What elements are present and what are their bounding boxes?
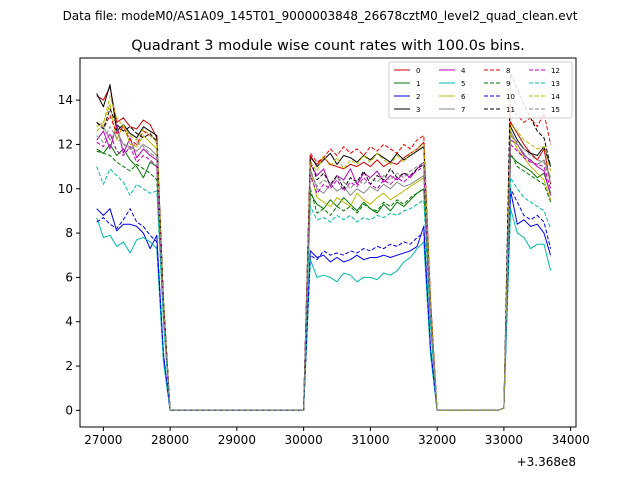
y-tick-label: 0: [65, 403, 73, 417]
series-line-5: [96, 208, 552, 411]
legend-label-11: 11: [506, 106, 515, 114]
legend-label-12: 12: [551, 67, 560, 75]
legend-label-5: 5: [461, 80, 465, 88]
x-tick-label: 28000: [151, 433, 189, 447]
y-axis: 0 2 4 6 8 10 12 14: [58, 93, 80, 417]
x-tick-label: 33000: [485, 433, 523, 447]
x-tick-label: 29000: [218, 433, 256, 447]
x-offset-label: +3.368e8: [517, 455, 576, 469]
x-axis: 27000 28000 29000 30000 31000 32000 33000 34000: [84, 427, 590, 447]
y-tick-label: 10: [58, 182, 73, 196]
plot-frame: [79, 57, 577, 428]
x-tick-label: 31000: [351, 433, 389, 447]
legend-label-9: 9: [506, 80, 510, 88]
legend-label-3: 3: [416, 106, 420, 114]
legend-label-2: 2: [416, 93, 420, 101]
y-tick-label: 14: [58, 93, 73, 107]
series-line-13: [96, 166, 552, 411]
legend-label-15: 15: [551, 106, 560, 114]
legend-label-10: 10: [506, 93, 515, 101]
legend-label-14: 14: [551, 93, 560, 101]
series-line-10: [96, 188, 552, 411]
series-line-2: [96, 190, 552, 411]
legend-label-8: 8: [506, 67, 510, 75]
legend-label-4: 4: [461, 67, 466, 75]
x-tick-label: 27000: [84, 433, 122, 447]
y-tick-label: 6: [65, 270, 73, 284]
chart-suptitle: Data file: modeM0/AS1A09_145T01_90000038…: [63, 9, 578, 23]
legend-box: [388, 61, 573, 119]
legend-label-7: 7: [461, 106, 465, 114]
x-tick-label: 30000: [285, 433, 323, 447]
plot-series: [96, 73, 552, 411]
chart-title: Quadrant 3 module wise count rates with …: [131, 38, 525, 54]
y-tick-label: 12: [58, 137, 73, 151]
y-tick-label: 2: [65, 359, 73, 373]
y-tick-label: 4: [65, 315, 73, 329]
y-tick-label: 8: [65, 226, 73, 240]
legend-label-13: 13: [551, 80, 560, 88]
series-line-11: [96, 73, 552, 411]
x-tick-label: 32000: [418, 433, 456, 447]
legend-label-0: 0: [416, 67, 420, 75]
legend-label-1: 1: [416, 80, 420, 88]
x-tick-label: 34000: [552, 433, 590, 447]
legend-label-6: 6: [461, 93, 466, 101]
